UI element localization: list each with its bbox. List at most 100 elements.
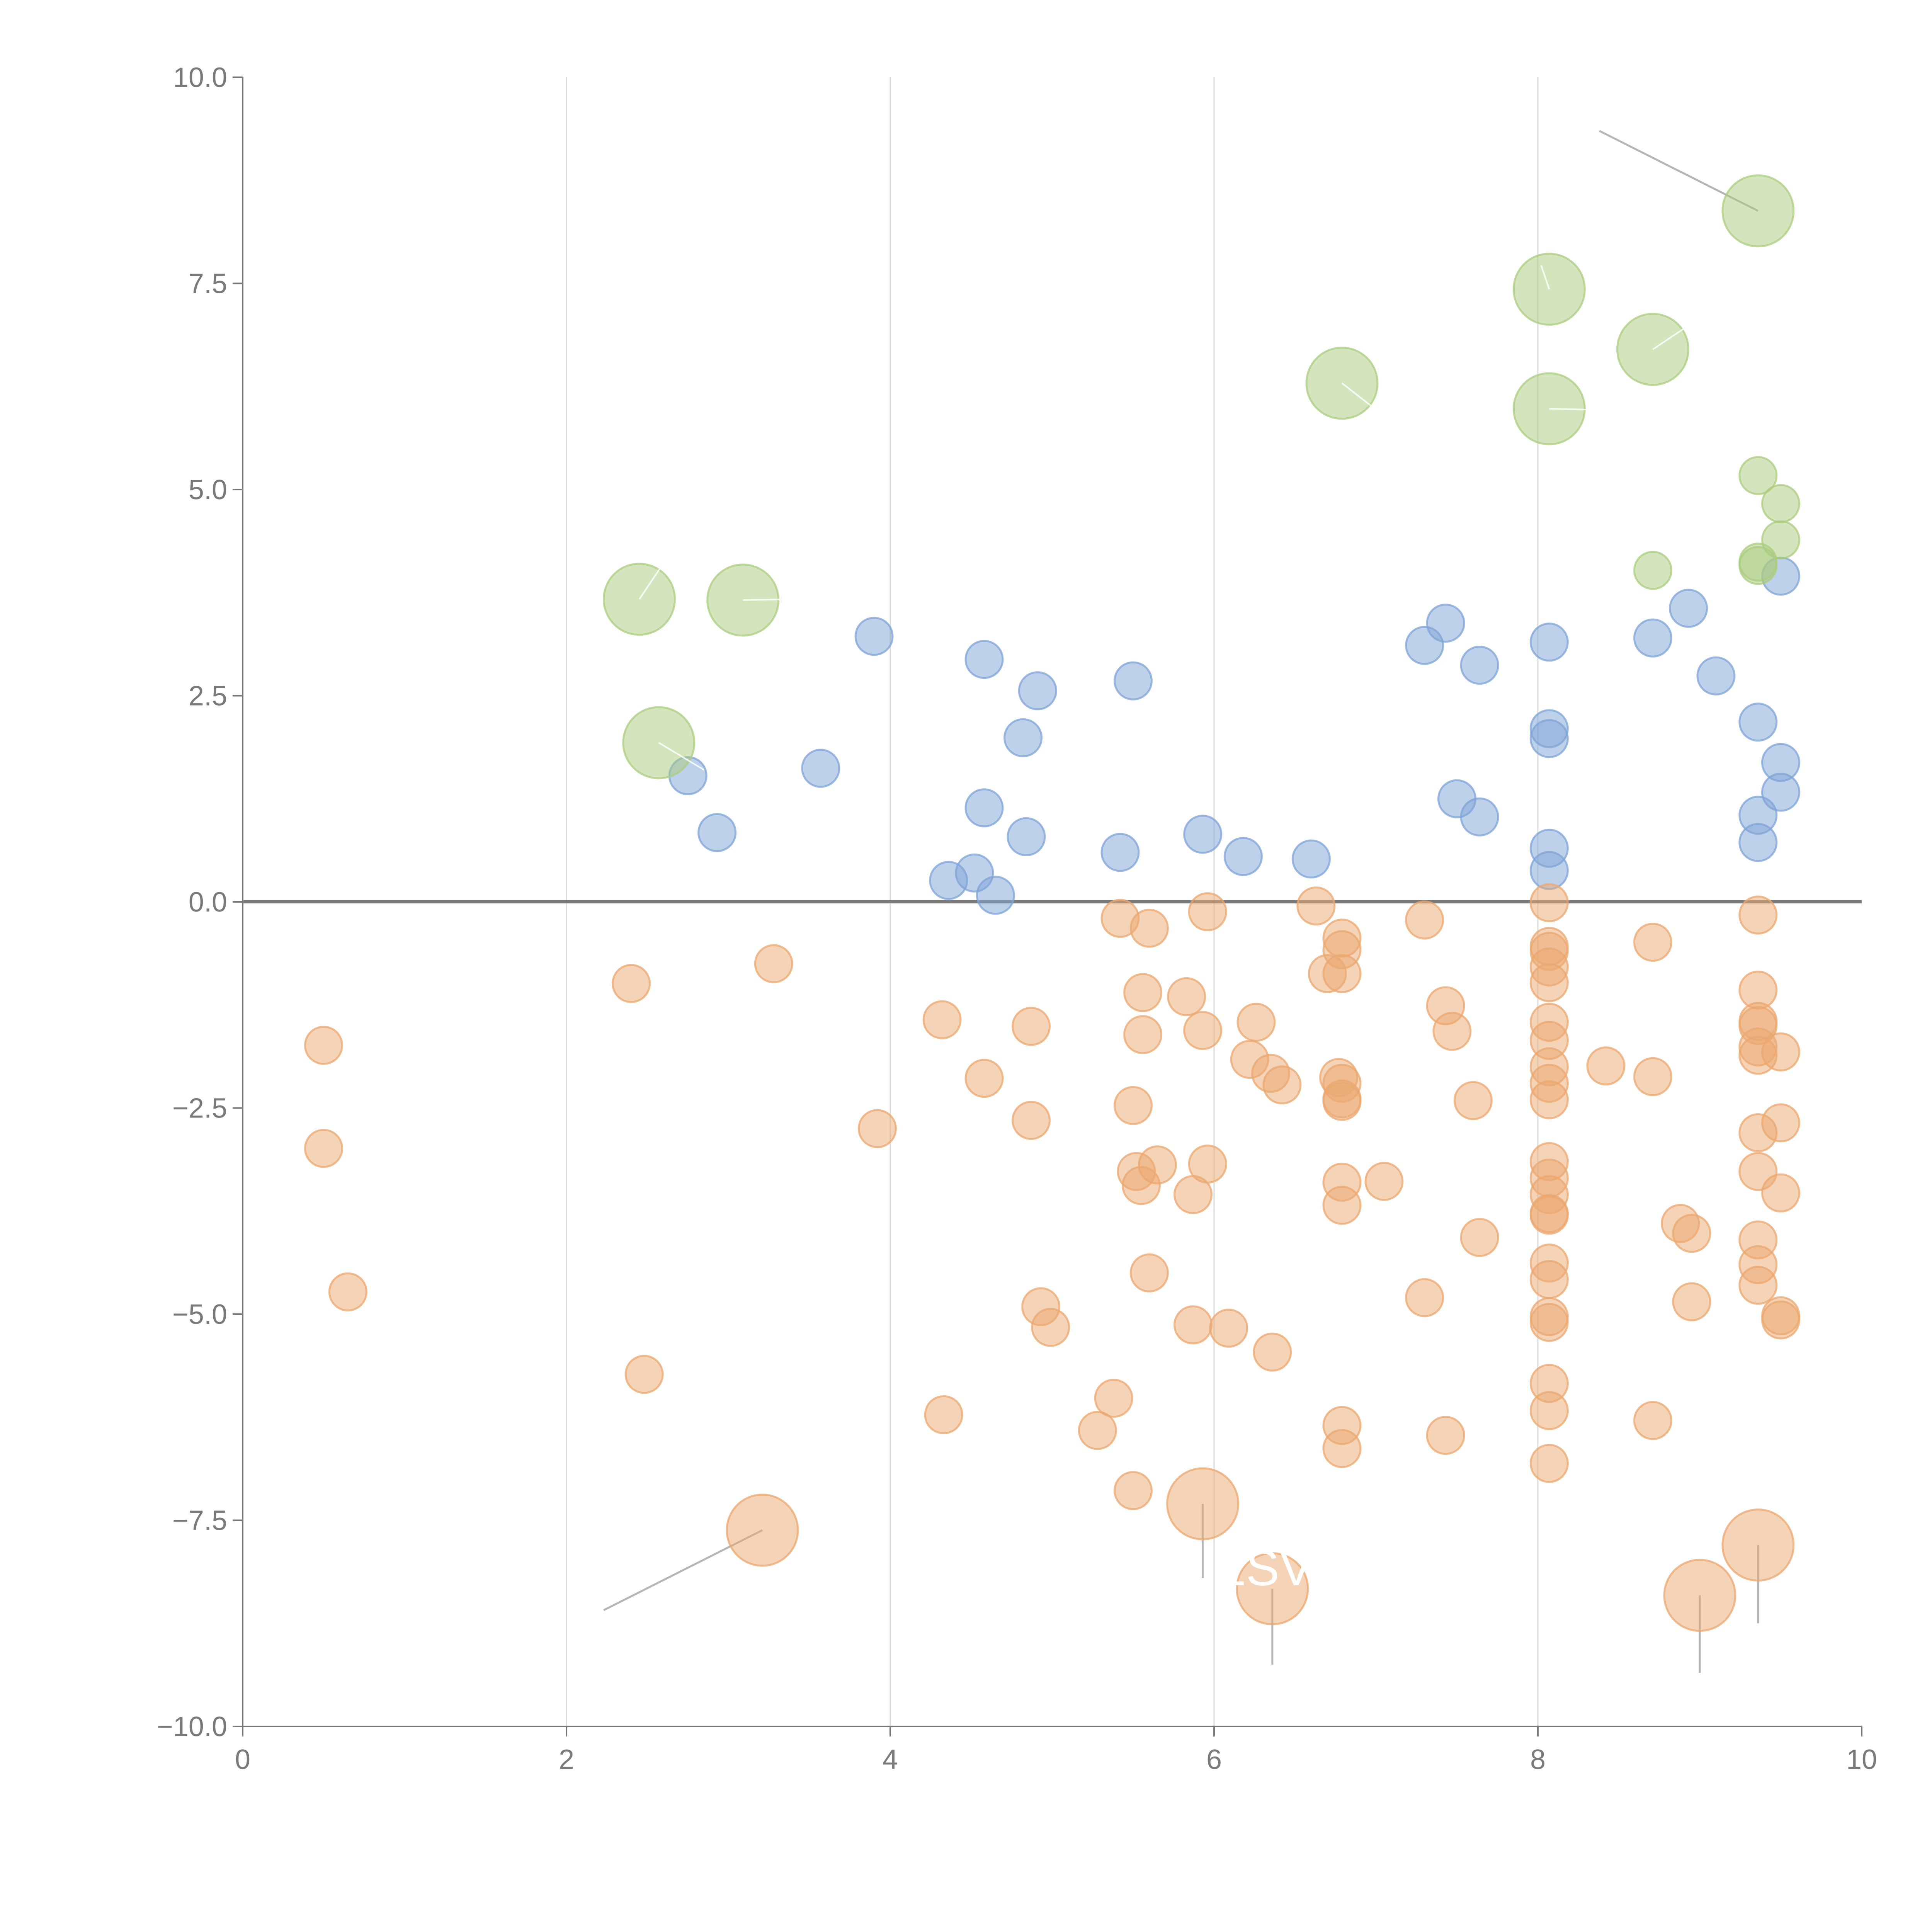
highlight-point <box>1738 456 1778 495</box>
negative-point <box>1167 977 1206 1016</box>
negative-point <box>1529 963 1569 1002</box>
negative-point <box>1529 1444 1569 1483</box>
positive-point <box>1529 719 1569 758</box>
negative-point <box>1460 1218 1499 1257</box>
negative-point <box>1426 1416 1465 1455</box>
negative-point <box>1761 1032 1800 1071</box>
negative-point <box>1188 1145 1227 1184</box>
positive-point <box>1426 604 1465 643</box>
negative-point <box>1129 908 1169 948</box>
negative-point <box>1078 1411 1117 1450</box>
y-tick-label: 2.5 <box>189 681 227 712</box>
positive-point <box>1529 622 1569 662</box>
y-tick-label: −2.5 <box>172 1093 227 1124</box>
negative-point <box>964 1059 1004 1098</box>
negative-point <box>1529 1303 1569 1342</box>
x-tick-label: 2 <box>559 1744 574 1775</box>
negative-point <box>1012 1007 1051 1046</box>
negative-point <box>1123 1015 1163 1054</box>
negative-point <box>328 1272 367 1311</box>
y-tick-label: −7.5 <box>172 1505 227 1536</box>
positive-point <box>1003 718 1043 757</box>
negative-point <box>1672 1282 1711 1321</box>
highlight-large-point <box>1721 174 1795 248</box>
y-tick-label: −10.0 <box>157 1711 227 1742</box>
negative-point <box>1031 1308 1070 1347</box>
highlight-point <box>1761 484 1800 523</box>
x-tick-label: 10 <box>1846 1744 1877 1775</box>
negative-point <box>1173 1305 1213 1345</box>
negative-point <box>1322 1185 1362 1225</box>
negative-point <box>1322 1082 1362 1121</box>
negative-point <box>1529 1391 1569 1430</box>
leader-line <box>658 742 705 771</box>
leader-line <box>1652 328 1684 350</box>
negative-point <box>1633 1057 1672 1096</box>
negative-point <box>612 964 651 1003</box>
negative-point <box>1633 923 1672 962</box>
highlight-point <box>1633 551 1672 590</box>
y-tick-label: 10.0 <box>173 62 227 93</box>
highlight-point <box>1738 546 1778 585</box>
negative-point <box>1236 1003 1276 1042</box>
positive-point <box>1183 815 1223 854</box>
negative-point <box>1262 1065 1302 1105</box>
positive-point <box>1223 837 1263 876</box>
positive-point <box>1291 839 1331 879</box>
negative-point <box>1453 1081 1493 1120</box>
leader-line <box>1540 265 1550 290</box>
negative-point <box>1761 1103 1800 1143</box>
positive-point <box>1633 618 1672 658</box>
negative-point <box>1529 1080 1569 1119</box>
negative-point <box>1529 1196 1569 1235</box>
negative-point <box>1738 895 1778 935</box>
y-tick-label: 7.5 <box>189 269 227 299</box>
positive-point <box>1007 817 1046 856</box>
positive-point <box>964 640 1004 679</box>
negative-large-point <box>726 1493 799 1567</box>
negative-point <box>1209 1308 1248 1348</box>
negative-point <box>1322 954 1362 993</box>
negative-point <box>1405 1278 1444 1317</box>
axes-layer: 10.0 7.5 5.0 2.5 0.0 −2.5 −5.0 −7.5 −10.0 0 2 4 6 8 10 <box>157 62 1877 1775</box>
y-tick-label: 0.0 <box>189 887 227 918</box>
negative-large-point <box>1721 1509 1795 1582</box>
positive-point <box>854 617 894 656</box>
positive-point <box>1761 772 1800 812</box>
negative-point <box>1364 1162 1404 1201</box>
negative-point <box>1405 900 1444 940</box>
negative-point <box>1761 1300 1800 1340</box>
positive-point <box>801 748 840 788</box>
positive-point <box>1738 823 1778 862</box>
positive-point <box>697 813 737 852</box>
negative-point <box>624 1355 664 1394</box>
points-layer <box>304 174 1800 1632</box>
positive-point <box>1669 588 1708 628</box>
positive-point <box>1114 661 1153 701</box>
highlight-point <box>1761 520 1800 560</box>
negative-point <box>1296 886 1336 926</box>
negative-large-point <box>1166 1467 1240 1541</box>
negative-point <box>1672 1214 1711 1253</box>
negative-point <box>1183 1011 1223 1050</box>
leader-line <box>1341 383 1373 408</box>
leader-line <box>1549 408 1587 411</box>
y-tick-label: 5.0 <box>189 474 227 505</box>
negative-point <box>754 944 793 983</box>
leader-line <box>638 567 661 600</box>
negative-point <box>1188 892 1227 932</box>
positive-point <box>1018 671 1057 711</box>
negative-point <box>304 1026 343 1065</box>
negative-point <box>1253 1332 1292 1372</box>
negative-point <box>1738 1265 1778 1305</box>
negative-point <box>1432 1012 1472 1051</box>
negative-point <box>1012 1101 1051 1140</box>
positive-point <box>1738 702 1778 742</box>
x-tick-label: 0 <box>235 1744 250 1775</box>
negative-point <box>1529 1260 1569 1299</box>
positive-point <box>1460 797 1499 837</box>
negative-point <box>1761 1173 1800 1213</box>
annotation-label: ESV <box>1213 1540 1313 1596</box>
